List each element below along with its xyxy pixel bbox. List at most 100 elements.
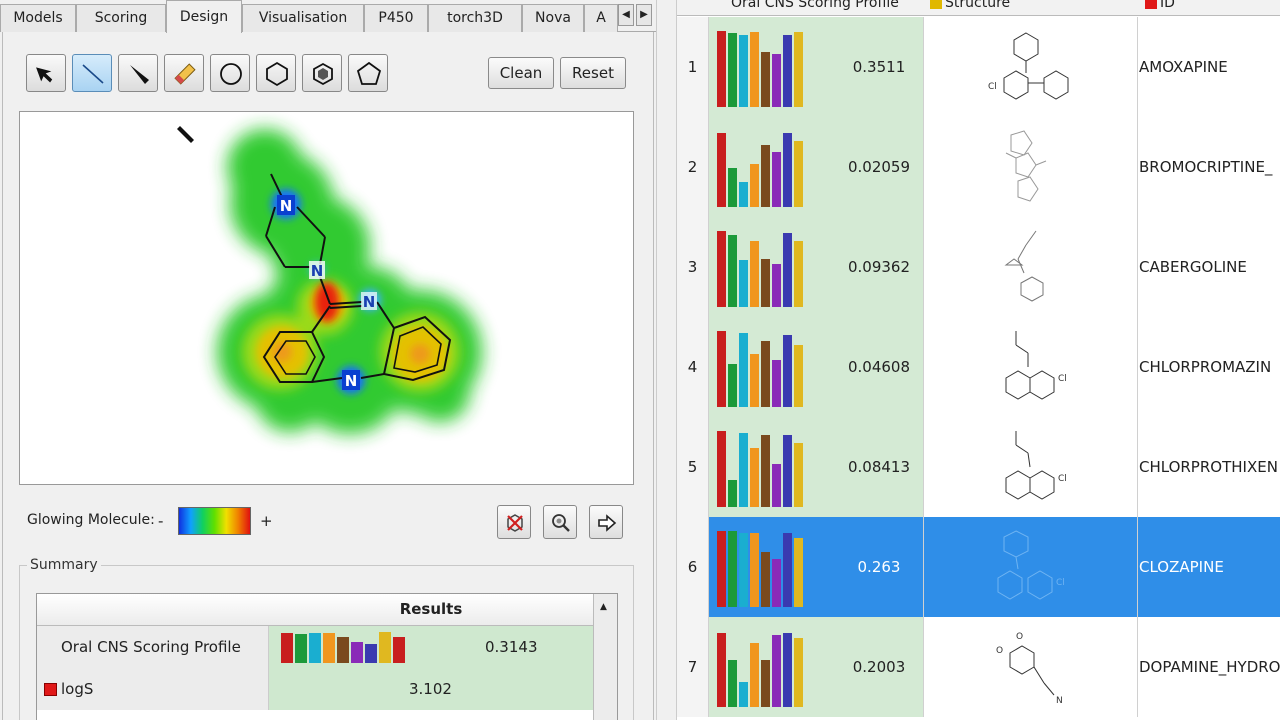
score-bar [717, 431, 726, 507]
tab-p450[interactable]: P450 [364, 4, 428, 32]
pane-splitter[interactable] [656, 0, 677, 720]
row-number[interactable]: 7 [677, 617, 709, 717]
col-header-profile[interactable]: Oral CNS Scoring Profile [731, 0, 899, 11]
tab-nova[interactable]: Nova [522, 4, 584, 32]
select-arrow-tool[interactable] [26, 54, 66, 92]
tab-scoring[interactable]: Scoring [76, 4, 166, 32]
wedge-bond-tool[interactable] [118, 54, 158, 92]
grid-header: Oral CNS Scoring Profile Structure ID [677, 0, 1280, 16]
atom-n-4[interactable]: N [345, 372, 358, 390]
ring-circle-tool[interactable] [210, 54, 250, 92]
structure-cell[interactable]: Cl [924, 417, 1138, 517]
score-bar [761, 341, 770, 407]
profile-cell[interactable]: 0.09362 [709, 217, 924, 317]
magnifier-icon [552, 514, 570, 532]
profile-cell[interactable]: 0.02059 [709, 117, 924, 217]
score-bar [750, 241, 759, 307]
row-number[interactable]: 6 [677, 517, 709, 617]
tab-scroll-left-icon[interactable]: ◀ [618, 4, 634, 26]
profile-cell[interactable]: 0.04608 [709, 317, 924, 417]
profile-bars [717, 133, 803, 207]
grid-row[interactable]: 5 0.08413 Cl CHLORPROTHIXEN [677, 417, 1280, 517]
score-bar [281, 633, 293, 663]
profile-cell[interactable]: 0.3511 [709, 17, 924, 117]
score-bar [794, 32, 803, 107]
results-row-logs[interactable]: logS 3.102 [37, 668, 593, 710]
profile-cell[interactable]: 0.2003 [709, 617, 924, 717]
score-bar [728, 531, 737, 607]
bond-line-tool[interactable] [72, 54, 112, 92]
panel-frame [2, 32, 654, 720]
results-row-label: logS [37, 668, 269, 710]
id-cell[interactable]: CHLORPROMAZIN [1138, 317, 1280, 417]
col-header-id[interactable]: ID [1145, 0, 1175, 11]
id-cell[interactable]: CHLORPROTHIXEN [1138, 417, 1280, 517]
score-bar [295, 634, 307, 663]
grid-row[interactable]: 3 0.09362 CABERGOLINE [677, 217, 1280, 317]
tab-scroll-right-icon[interactable]: ▶ [636, 4, 652, 26]
ring-3d-tool[interactable] [302, 54, 342, 92]
score-bar [794, 241, 803, 307]
structure-thumbnail: Cl [988, 32, 1069, 100]
row-number[interactable]: 1 [677, 17, 709, 117]
results-row-value-cell: 3.102 [269, 668, 593, 710]
results-row-value: 0.3143 [485, 638, 538, 656]
export-molecule-button[interactable] [589, 505, 623, 539]
reset-button[interactable]: Reset [560, 57, 626, 89]
ring-pentagon-tool[interactable] [348, 54, 388, 92]
profile-cell[interactable]: 0.263 [709, 517, 924, 617]
clear-glow-button[interactable] [497, 505, 531, 539]
structure-cell[interactable] [924, 217, 1138, 317]
tab-visualisation[interactable]: Visualisation [242, 4, 364, 32]
score-bar [728, 235, 737, 307]
results-row-cns[interactable]: Oral CNS Scoring Profile 0.3143 [37, 626, 593, 668]
molecule-canvas[interactable]: N N N N [19, 111, 634, 485]
id-cell[interactable]: CABERGOLINE [1138, 217, 1280, 317]
id-swatch [1145, 0, 1157, 9]
search-molecule-button[interactable] [543, 505, 577, 539]
score-bar [717, 231, 726, 307]
score-bar [783, 233, 792, 307]
id-cell[interactable]: BROMOCRIPTINE_ [1138, 117, 1280, 217]
clean-button[interactable]: Clean [488, 57, 554, 89]
svg-text:Cl: Cl [988, 82, 997, 92]
id-cell[interactable]: AMOXAPINE [1138, 17, 1280, 117]
score-bar [728, 480, 737, 507]
id-cell[interactable]: DOPAMINE_HYDRO [1138, 617, 1280, 717]
score-bar [772, 152, 781, 207]
eraser-tool[interactable] [164, 54, 204, 92]
compound-id: CABERGOLINE [1139, 258, 1247, 276]
row-number[interactable]: 3 [677, 217, 709, 317]
tab-models[interactable]: Models [0, 4, 76, 32]
score-bar [772, 54, 781, 107]
grid-row[interactable]: 1 0.3511 Cl AMOXAPINE [677, 17, 1280, 117]
id-cell[interactable]: CLOZAPINE [1138, 517, 1280, 617]
structure-cell[interactable]: Cl [924, 317, 1138, 417]
tab-torch3d[interactable]: torch3D [428, 4, 522, 32]
results-scrollbar[interactable]: ▲ [593, 594, 617, 720]
grid-row[interactable]: 7 0.2003 O O N DOPAMINE_HYDRO [677, 617, 1280, 717]
score-bar [750, 354, 759, 407]
col-header-structure[interactable]: Structure [930, 0, 1010, 11]
structure-cell[interactable]: Cl [924, 17, 1138, 117]
grid-row[interactable]: 2 0.02059 BROMOCRIPTINE_ [677, 117, 1280, 217]
atom-n-3[interactable]: N [363, 293, 376, 311]
atom-n-1[interactable]: N [280, 197, 293, 215]
ring-hexagon-tool[interactable] [256, 54, 296, 92]
structure-cell[interactable]: O O N [924, 617, 1138, 717]
grid-row[interactable]: 6 0.263 Cl CLOZAPINE [677, 517, 1280, 617]
row-number[interactable]: 4 [677, 317, 709, 417]
structure-cell[interactable]: Cl [924, 517, 1138, 617]
profile-cell[interactable]: 0.08413 [709, 417, 924, 517]
score-bar [739, 35, 748, 107]
structure-cell[interactable] [924, 117, 1138, 217]
scroll-up-icon[interactable]: ▲ [600, 602, 607, 612]
tab-bar: Models Scoring Design Visualisation P450… [0, 0, 656, 33]
score-value: 0.263 [857, 558, 901, 576]
tab-design[interactable]: Design [166, 0, 242, 33]
tab-more[interactable]: A [584, 4, 618, 32]
grid-row[interactable]: 4 0.04608 Cl CHLORPROMAZIN [677, 317, 1280, 417]
atom-n-2[interactable]: N [311, 262, 324, 280]
row-number[interactable]: 5 [677, 417, 709, 517]
row-number[interactable]: 2 [677, 117, 709, 217]
